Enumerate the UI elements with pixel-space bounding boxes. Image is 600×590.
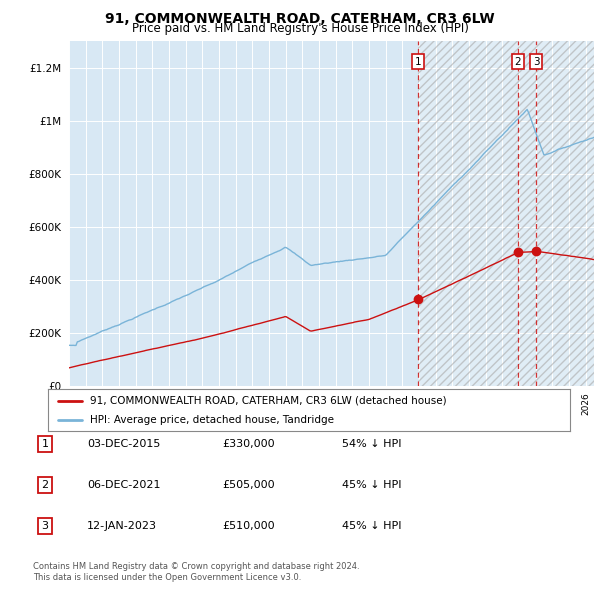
Text: £330,000: £330,000: [222, 439, 275, 448]
Text: 3: 3: [41, 522, 49, 531]
Text: 54% ↓ HPI: 54% ↓ HPI: [342, 439, 401, 448]
Text: 1: 1: [415, 57, 421, 67]
Text: 3: 3: [533, 57, 539, 67]
Text: This data is licensed under the Open Government Licence v3.0.: This data is licensed under the Open Gov…: [33, 572, 301, 582]
Text: 2: 2: [514, 57, 521, 67]
Text: 1: 1: [41, 439, 49, 448]
Text: 91, COMMONWEALTH ROAD, CATERHAM, CR3 6LW (detached house): 91, COMMONWEALTH ROAD, CATERHAM, CR3 6LW…: [90, 395, 446, 405]
Text: £505,000: £505,000: [222, 480, 275, 490]
Text: Price paid vs. HM Land Registry's House Price Index (HPI): Price paid vs. HM Land Registry's House …: [131, 22, 469, 35]
Text: 91, COMMONWEALTH ROAD, CATERHAM, CR3 6LW: 91, COMMONWEALTH ROAD, CATERHAM, CR3 6LW: [105, 12, 495, 26]
Text: 45% ↓ HPI: 45% ↓ HPI: [342, 522, 401, 531]
Text: £510,000: £510,000: [222, 522, 275, 531]
Bar: [418, 41, 594, 386]
Text: 12-JAN-2023: 12-JAN-2023: [87, 522, 157, 531]
Text: Contains HM Land Registry data © Crown copyright and database right 2024.: Contains HM Land Registry data © Crown c…: [33, 562, 359, 571]
Text: 03-DEC-2015: 03-DEC-2015: [87, 439, 160, 448]
Text: 45% ↓ HPI: 45% ↓ HPI: [342, 480, 401, 490]
Text: 2: 2: [41, 480, 49, 490]
Text: 06-DEC-2021: 06-DEC-2021: [87, 480, 161, 490]
Text: HPI: Average price, detached house, Tandridge: HPI: Average price, detached house, Tand…: [90, 415, 334, 425]
Bar: [418, 41, 594, 386]
